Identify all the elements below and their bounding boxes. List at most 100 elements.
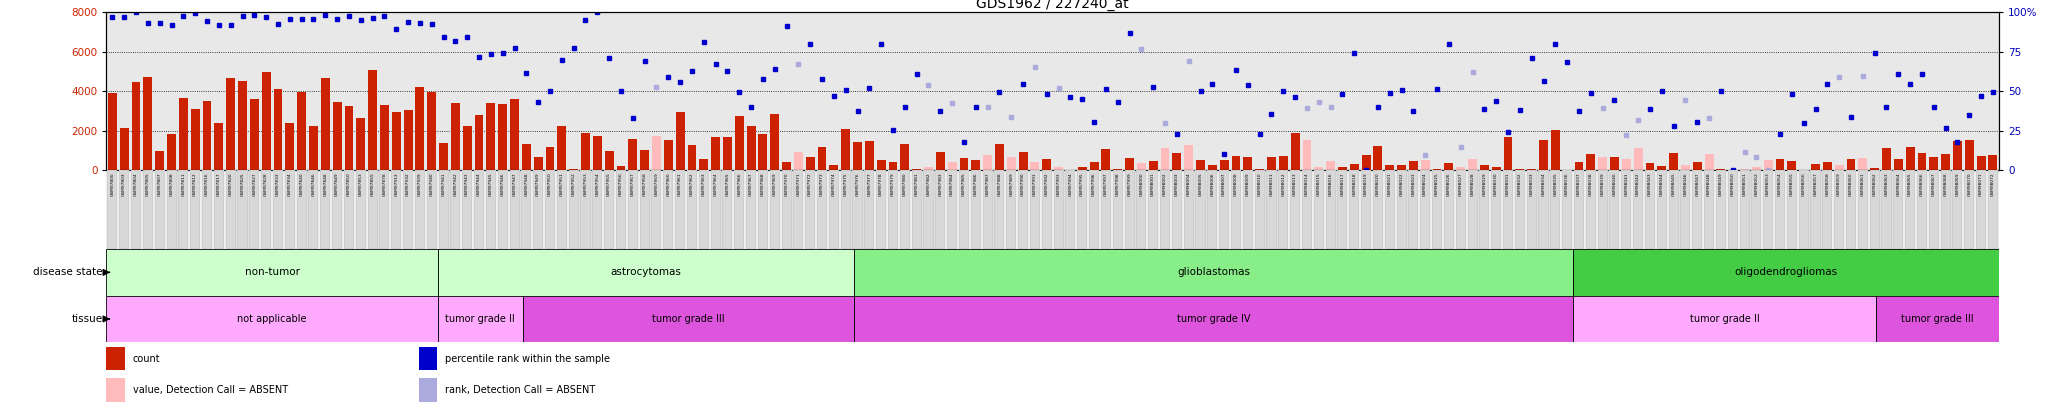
Bar bbox=[403, 110, 412, 170]
Text: GSM97981: GSM97981 bbox=[915, 173, 920, 196]
Bar bbox=[1573, 249, 1999, 296]
Text: GSM98042: GSM98042 bbox=[1636, 173, 1640, 196]
Bar bbox=[1409, 170, 1419, 249]
Bar bbox=[817, 147, 827, 170]
Text: GSM98047: GSM98047 bbox=[1696, 173, 1700, 196]
Bar bbox=[1989, 170, 1999, 249]
Bar bbox=[522, 296, 854, 342]
Bar bbox=[1350, 170, 1360, 249]
Bar bbox=[1610, 157, 1618, 170]
Text: GSM98041: GSM98041 bbox=[1624, 173, 1628, 196]
Bar bbox=[1845, 170, 1855, 249]
Bar bbox=[676, 170, 686, 249]
Bar bbox=[1397, 170, 1407, 249]
Bar bbox=[322, 79, 330, 170]
Bar bbox=[1171, 153, 1182, 170]
Bar bbox=[106, 170, 117, 249]
Bar bbox=[498, 170, 508, 249]
Bar bbox=[1669, 153, 1677, 170]
Bar bbox=[582, 133, 590, 170]
Bar bbox=[1278, 170, 1288, 249]
Bar bbox=[557, 126, 567, 170]
Text: GSM97807: GSM97807 bbox=[158, 173, 162, 196]
Bar bbox=[1657, 166, 1667, 170]
Text: GSM97939: GSM97939 bbox=[418, 173, 422, 196]
Text: GSM98021: GSM98021 bbox=[1389, 173, 1393, 196]
Bar bbox=[203, 101, 211, 170]
Bar bbox=[1622, 159, 1630, 170]
Bar bbox=[522, 170, 530, 249]
Text: GSM97969: GSM97969 bbox=[772, 173, 776, 196]
Text: GSM97983: GSM97983 bbox=[938, 173, 942, 196]
Bar bbox=[1161, 148, 1169, 170]
Bar bbox=[770, 115, 778, 170]
Text: GSM98044: GSM98044 bbox=[1659, 173, 1663, 196]
Bar bbox=[664, 170, 674, 249]
Bar bbox=[416, 87, 424, 170]
Bar bbox=[592, 136, 602, 170]
Text: GSM97988: GSM97988 bbox=[997, 173, 1001, 196]
Bar bbox=[250, 170, 260, 249]
Bar bbox=[309, 126, 317, 170]
Bar bbox=[616, 166, 625, 170]
Text: GSM97977: GSM97977 bbox=[868, 173, 870, 196]
Bar bbox=[961, 158, 969, 170]
Bar bbox=[1491, 170, 1501, 249]
Bar bbox=[1528, 169, 1536, 170]
Bar bbox=[641, 150, 649, 170]
Text: GSM97960: GSM97960 bbox=[666, 173, 670, 196]
Bar bbox=[604, 151, 614, 170]
Bar bbox=[1929, 157, 1937, 170]
Bar bbox=[1739, 170, 1749, 249]
Text: GSM97943: GSM97943 bbox=[465, 173, 469, 196]
Bar bbox=[381, 105, 389, 170]
Bar bbox=[1456, 170, 1466, 249]
Bar bbox=[106, 249, 438, 296]
Text: GSM97800: GSM97800 bbox=[111, 173, 115, 196]
Bar bbox=[463, 170, 473, 249]
Bar bbox=[1255, 170, 1266, 249]
Bar bbox=[1231, 156, 1241, 170]
Bar bbox=[723, 170, 733, 249]
Bar bbox=[1337, 170, 1348, 249]
Bar bbox=[1409, 161, 1417, 170]
Bar bbox=[1159, 170, 1169, 249]
Bar bbox=[1575, 162, 1583, 170]
Text: GSM97878: GSM97878 bbox=[383, 173, 387, 196]
Text: GSM98049: GSM98049 bbox=[1718, 173, 1722, 196]
Bar bbox=[119, 170, 129, 249]
Bar bbox=[143, 77, 152, 170]
Bar bbox=[924, 170, 934, 249]
Text: GSM97980: GSM97980 bbox=[903, 173, 907, 196]
Text: GSM97987: GSM97987 bbox=[985, 173, 989, 196]
Bar bbox=[1516, 170, 1526, 249]
Bar bbox=[1268, 158, 1276, 170]
Bar bbox=[698, 170, 709, 249]
Text: GSM97954: GSM97954 bbox=[596, 173, 600, 196]
Bar bbox=[510, 99, 518, 170]
Text: GSM98055: GSM98055 bbox=[1790, 173, 1794, 196]
Text: GSM98024: GSM98024 bbox=[1423, 173, 1427, 196]
Text: GSM97967: GSM97967 bbox=[750, 173, 754, 196]
Bar bbox=[864, 170, 874, 249]
Text: GSM97846: GSM97846 bbox=[311, 173, 315, 196]
Bar bbox=[877, 170, 887, 249]
Text: GSM97946: GSM97946 bbox=[500, 173, 504, 196]
Text: GSM97944: GSM97944 bbox=[477, 173, 481, 196]
Bar bbox=[1444, 164, 1454, 170]
Bar bbox=[629, 139, 637, 170]
Bar bbox=[569, 170, 580, 249]
Text: GSM97979: GSM97979 bbox=[891, 173, 895, 196]
Bar bbox=[1372, 170, 1382, 249]
Text: GSM98058: GSM98058 bbox=[1825, 173, 1829, 196]
Text: GSM97984: GSM97984 bbox=[950, 173, 954, 196]
Bar bbox=[1196, 170, 1206, 249]
Bar bbox=[770, 170, 780, 249]
Bar bbox=[178, 98, 188, 170]
Bar bbox=[166, 170, 176, 249]
Bar bbox=[498, 104, 508, 170]
Bar bbox=[1681, 170, 1690, 249]
Bar bbox=[1327, 161, 1335, 170]
Bar bbox=[1503, 170, 1513, 249]
Bar bbox=[403, 170, 414, 249]
